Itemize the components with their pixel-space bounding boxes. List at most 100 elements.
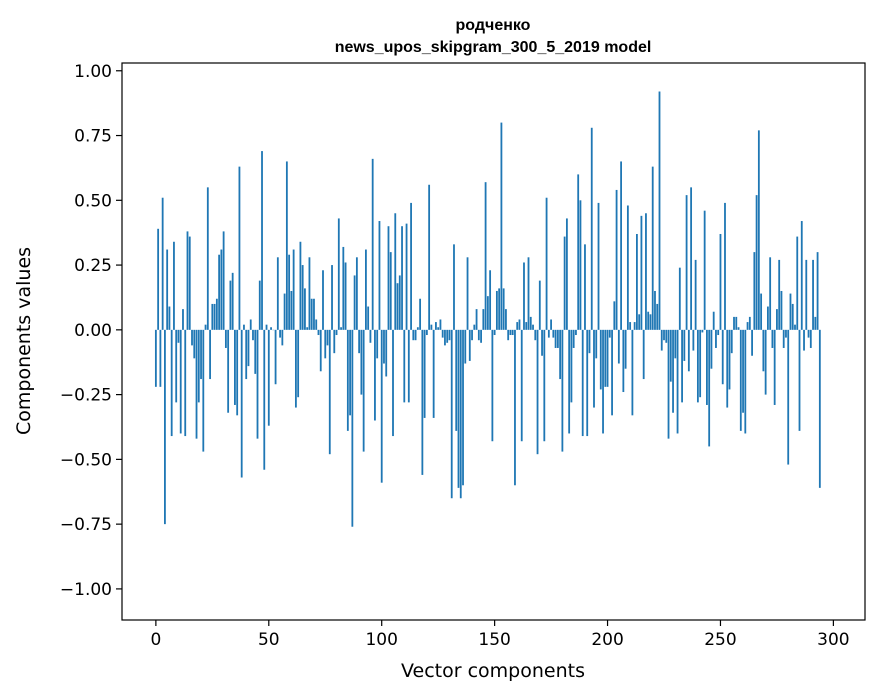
- bar: [649, 314, 652, 330]
- bar: [477, 329, 480, 341]
- bar: [394, 213, 397, 330]
- bar: [313, 298, 315, 330]
- bar: [776, 309, 778, 330]
- bar: [383, 329, 385, 364]
- bar: [744, 329, 747, 434]
- bar: [516, 322, 519, 330]
- bar: [191, 329, 193, 346]
- bar: [807, 329, 810, 338]
- bar: [263, 329, 266, 470]
- bar: [577, 174, 580, 330]
- bar: [543, 329, 546, 442]
- bar: [608, 329, 611, 338]
- bar: [696, 329, 699, 403]
- bar: [265, 324, 268, 330]
- bar: [168, 306, 171, 330]
- bar: [760, 293, 763, 330]
- bar: [448, 329, 451, 341]
- bar: [457, 329, 460, 488]
- bar: [584, 244, 586, 330]
- bar: [739, 329, 742, 431]
- bar: [708, 329, 711, 447]
- bar: [687, 329, 690, 372]
- bar: [550, 319, 552, 330]
- bar: [425, 329, 428, 336]
- bar: [565, 218, 568, 330]
- bar: [733, 316, 735, 330]
- bar: [751, 329, 753, 356]
- bar: [290, 290, 293, 330]
- bar: [281, 329, 284, 346]
- y-tick-label: −0.25: [60, 386, 112, 406]
- bar: [200, 329, 202, 380]
- bar: [545, 197, 548, 330]
- bar: [647, 311, 650, 330]
- bar: [642, 329, 645, 380]
- bar: [579, 200, 582, 330]
- x-tick-label: 300: [817, 630, 849, 650]
- bar: [663, 329, 665, 341]
- bar: [552, 329, 555, 338]
- bar: [595, 329, 598, 359]
- bar: [502, 288, 505, 330]
- bar: [444, 329, 446, 346]
- bar: [505, 309, 507, 330]
- bar: [245, 329, 248, 380]
- bar: [703, 210, 706, 330]
- y-tick-label: 0.50: [74, 191, 112, 211]
- bar: [651, 166, 654, 330]
- bar: [482, 309, 485, 330]
- x-tick-label: 100: [365, 630, 397, 650]
- bar: [547, 329, 550, 338]
- bar: [735, 316, 738, 330]
- bar: [279, 329, 281, 338]
- bar: [633, 322, 636, 330]
- bar: [480, 329, 482, 343]
- bar: [306, 327, 309, 330]
- bar: [240, 329, 243, 478]
- bar: [593, 329, 595, 408]
- bar: [681, 329, 683, 403]
- bar: [206, 187, 209, 330]
- bar: [407, 329, 410, 403]
- x-tick-label: 50: [258, 630, 280, 650]
- bar: [229, 280, 232, 330]
- bar: [699, 329, 702, 398]
- bar: [491, 329, 494, 442]
- bar: [380, 329, 383, 483]
- chart-subtitle: news_upos_skipgram_300_5_2019 model: [335, 39, 652, 56]
- bar: [667, 329, 670, 439]
- bar: [710, 329, 713, 369]
- y-tick-label: 0.00: [74, 321, 112, 341]
- bar: [173, 241, 175, 330]
- bar: [615, 189, 618, 330]
- bar: [599, 329, 602, 390]
- x-tick-label: 200: [591, 630, 623, 650]
- bar: [706, 329, 708, 405]
- bar: [762, 329, 765, 372]
- bar: [247, 329, 250, 367]
- bar: [369, 329, 372, 343]
- bar: [335, 329, 338, 336]
- bar: [624, 329, 627, 369]
- bar: [333, 329, 336, 354]
- bar: [622, 329, 625, 393]
- bar: [803, 329, 805, 351]
- bar: [412, 329, 415, 341]
- bar: [665, 329, 668, 343]
- bar: [660, 329, 663, 351]
- bar: [658, 91, 661, 330]
- bar: [376, 329, 379, 359]
- bar: [507, 329, 510, 341]
- bar: [297, 329, 300, 398]
- bar: [428, 184, 431, 330]
- x-tick-label: 150: [478, 630, 510, 650]
- bar: [514, 329, 516, 486]
- bar: [794, 324, 796, 330]
- bar: [796, 236, 799, 330]
- bar: [450, 329, 453, 499]
- bar: [604, 329, 607, 387]
- bar: [785, 329, 787, 338]
- bar: [285, 161, 288, 330]
